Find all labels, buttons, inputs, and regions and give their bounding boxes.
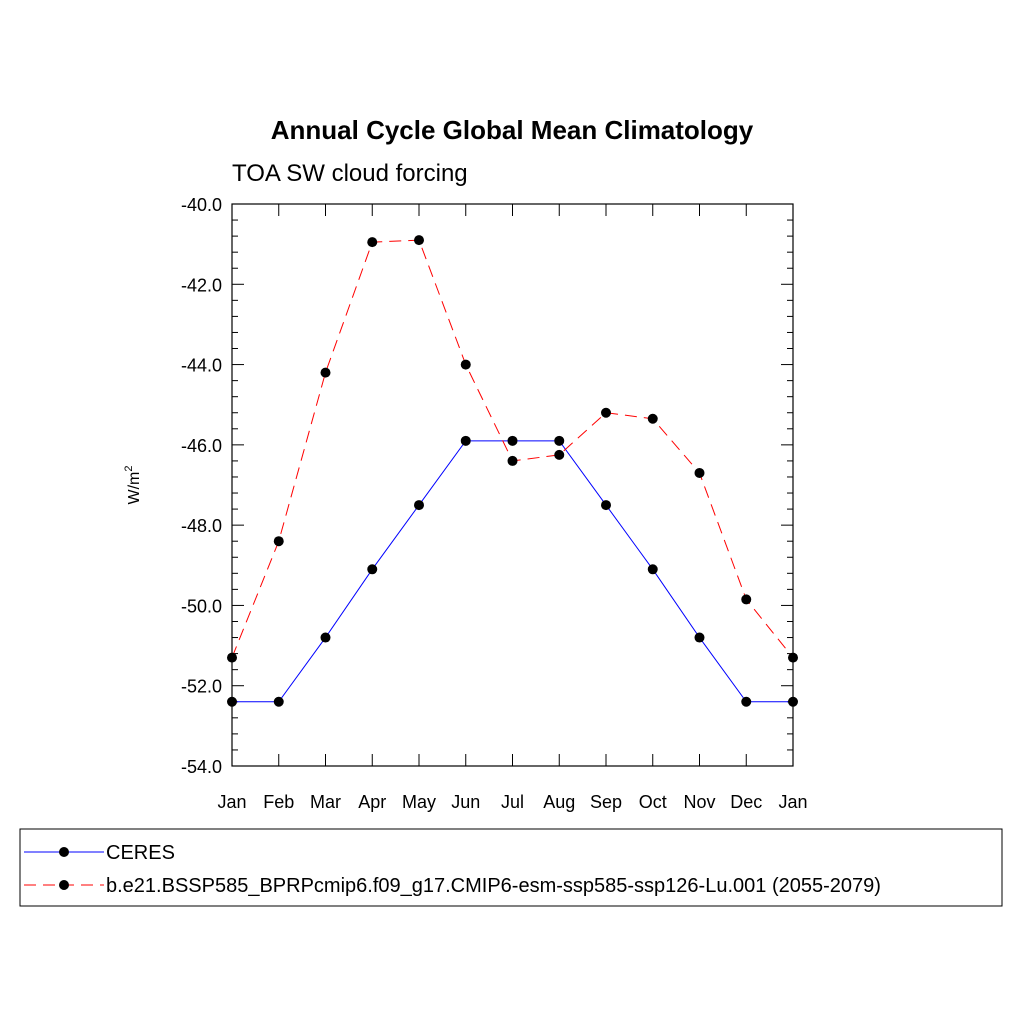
series-1-point xyxy=(741,594,752,605)
series-0-point xyxy=(741,696,752,707)
series-line-0 xyxy=(232,440,793,703)
series-0-point xyxy=(320,632,331,643)
series-1-point xyxy=(460,359,471,370)
x-tick-label: Jan xyxy=(217,792,246,812)
plot-frame xyxy=(231,203,794,767)
x-tick-label: Jun xyxy=(451,792,480,812)
series-0-point xyxy=(227,696,237,707)
series-1-point xyxy=(507,455,518,466)
chart-subtitle: TOA SW cloud forcing xyxy=(232,160,468,187)
y-axis-label: W/m2 xyxy=(123,466,143,505)
x-tick-label: Aug xyxy=(543,792,575,812)
series-1-point xyxy=(367,237,378,248)
series-1-point xyxy=(647,413,658,424)
series-0-point xyxy=(414,500,424,511)
x-tick-label: Feb xyxy=(263,792,294,812)
x-tick-label: Dec xyxy=(730,792,762,812)
series-1-point xyxy=(227,652,237,663)
y-tick-label: -50.0 xyxy=(181,596,222,616)
x-tick-label: Nov xyxy=(683,792,715,812)
series-0-point xyxy=(507,435,518,446)
x-tick-label: May xyxy=(402,792,436,812)
y-tick-label: -48.0 xyxy=(181,516,222,536)
series-0-point xyxy=(273,696,284,707)
series-1-point xyxy=(320,367,331,378)
y-tick-label: -52.0 xyxy=(181,677,222,697)
x-tick-label: Oct xyxy=(639,792,667,812)
y-tick-label: -44.0 xyxy=(181,356,222,376)
legend-label-1: b.e21.BSSP585_BPRPcmip6.f09_g17.CMIP6-es… xyxy=(106,875,881,897)
y-tick-label: -46.0 xyxy=(181,436,222,456)
series-0-point xyxy=(554,435,565,446)
series-1-point xyxy=(788,652,798,663)
series-0-point xyxy=(367,564,378,575)
y-axis-label-superscript: 2 xyxy=(123,466,135,472)
y-axis-label-text: W/m xyxy=(126,472,143,505)
series-1-point xyxy=(601,407,611,418)
x-tick-label: Sep xyxy=(590,792,622,812)
series-0-point xyxy=(460,435,471,446)
y-axis: -40.0 -42.0 -44.0 -46.0 -48.0 -50.0 -52.0 -54.0 xyxy=(181,195,793,777)
y-tick-label: -54.0 xyxy=(181,757,222,777)
y-tick-label: -40.0 xyxy=(181,195,222,215)
legend-marker-1 xyxy=(59,880,69,890)
series-line-1 xyxy=(231,239,794,658)
x-axis: Jan Feb Mar Apr May Jun Jul Aug Sep Oct Nov Dec Jan xyxy=(217,204,808,812)
series-1-point xyxy=(414,235,424,246)
legend: CERES b.e21.BSSP585_BPRPcmip6.f09_g17.CMI… xyxy=(24,842,881,897)
x-tick-label: Jan xyxy=(778,792,807,812)
series-layer xyxy=(227,235,798,707)
x-tick-label: Mar xyxy=(310,792,341,812)
chart-title: Annual Cycle Global Mean Climatology xyxy=(271,115,754,145)
series-1-point xyxy=(273,536,284,547)
legend-marker-0 xyxy=(59,847,69,857)
legend-label-0: CERES xyxy=(106,842,175,864)
series-0-point xyxy=(788,696,798,707)
x-tick-label: Apr xyxy=(358,792,386,812)
series-0-point xyxy=(694,632,705,643)
legend-box xyxy=(19,828,1003,907)
series-1-point xyxy=(554,449,565,460)
y-tick-label: -42.0 xyxy=(181,275,222,295)
series-0-point xyxy=(601,500,611,511)
series-1-point xyxy=(694,467,705,478)
x-tick-label: Jul xyxy=(501,792,524,812)
series-0-point xyxy=(647,564,658,575)
